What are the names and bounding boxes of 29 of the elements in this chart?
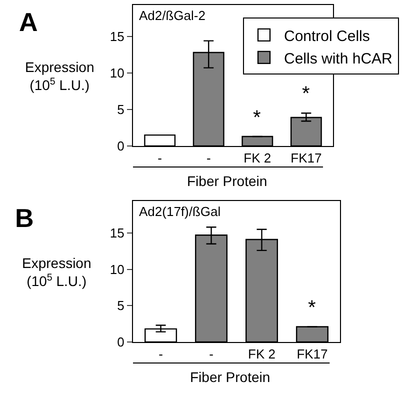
x-tick-label: FK 2 <box>244 150 272 166</box>
y-axis-title: Expression (10$^{5}$ L.U.) <box>22 255 92 290</box>
x-tick-label: FK17 <box>296 346 328 362</box>
y-tick-label: 5 <box>117 298 124 314</box>
chart-title: Ad2/ßGal-2 <box>139 8 206 23</box>
y-tick-label: 0 <box>117 334 124 350</box>
x-axis-title: Fiber Protein <box>187 173 268 189</box>
annotation: * <box>308 297 316 319</box>
x-tick-label: - <box>206 150 211 166</box>
y-tick-label: 10 <box>110 262 124 277</box>
x-tick-label: - <box>209 346 214 362</box>
y-tick-label: 0 <box>117 138 124 154</box>
x-tick-label: FK17 <box>290 150 322 166</box>
annotation: * <box>253 107 261 129</box>
y-axis-title: Expression (10$^{5}$ L.U.) <box>25 59 94 94</box>
y-tick-label: 10 <box>110 65 124 80</box>
y-tick-label: 15 <box>110 28 124 44</box>
chart-title: Ad2(17f)/ßGal <box>139 204 221 219</box>
y-tick-label: 5 <box>117 102 124 118</box>
text: A <box>19 7 38 37</box>
x-tick-label: FK 2 <box>248 346 276 362</box>
legend-label: Cells with hCAR <box>284 50 393 68</box>
legend-label: Control Cells <box>284 28 370 45</box>
x-axis-title: Fiber Protein <box>190 369 270 385</box>
text: B <box>15 203 34 233</box>
x-tick-label: - <box>158 150 162 166</box>
annotation: * <box>302 83 310 105</box>
y-tick-label: 15 <box>110 226 124 241</box>
x-tick-label: - <box>158 346 163 362</box>
